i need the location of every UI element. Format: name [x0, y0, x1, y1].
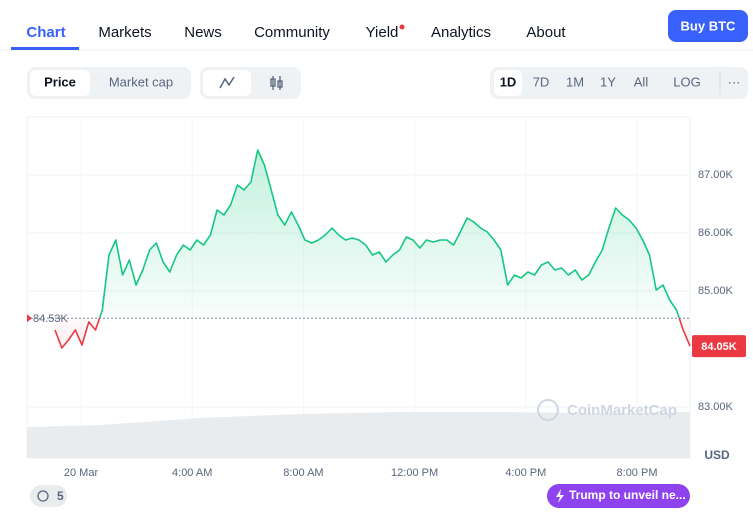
- current-price-box: [692, 335, 746, 358]
- log-button[interactable]: LOG: [673, 74, 700, 89]
- news-text: Trump to unveil ne...: [569, 488, 686, 502]
- tabs: Chart Markets News Community Yield Analytics A…: [11, 24, 566, 50]
- x-tick-label: 12:00 PM: [391, 467, 438, 479]
- buy-button[interactable]: [668, 10, 748, 42]
- x-tick-label: 20 Mar: [64, 467, 99, 479]
- x-tick-label: 8:00 PM: [617, 467, 658, 479]
- y-tick-label: 83.00K: [698, 401, 734, 413]
- currency: USD: [704, 448, 730, 462]
- nav-tab[interactable]: About: [526, 24, 566, 41]
- notification-dot: [399, 24, 405, 30]
- nav-tab[interactable]: Chart: [26, 24, 65, 41]
- nav-tab[interactable]: Markets: [98, 24, 151, 41]
- current-price-label: 84.05K: [701, 341, 737, 353]
- line-icon: [219, 76, 235, 89]
- y-tick-label: 85.00K: [698, 285, 734, 297]
- baseline-marker: [27, 314, 32, 323]
- y-tick-label: 86.00K: [698, 227, 734, 239]
- ranges: 1D 7D 1M 1Y All LOG: [500, 74, 701, 89]
- mode-price[interactable]: Price: [44, 74, 76, 89]
- history-count: 5: [57, 489, 64, 503]
- grid: 83.00K 85.00K 86.00K 87.00K 20 Mar 4:00 AM 8:0…: [27, 117, 734, 479]
- range-button[interactable]: 1M: [566, 74, 584, 89]
- x-tick-label: 8:00 AM: [283, 467, 323, 479]
- price-line: [54, 149, 691, 349]
- range-button[interactable]: All: [634, 74, 649, 89]
- y-tick-label: 87.00K: [698, 169, 734, 181]
- watermark-logo: [537, 399, 559, 421]
- mode-active[interactable]: [30, 70, 90, 96]
- nav-tab[interactable]: Community: [254, 24, 330, 41]
- watermark: CoinMarketCap: [567, 402, 677, 419]
- range-switch: [490, 67, 748, 99]
- news-icon: [556, 489, 564, 503]
- price-area: [55, 150, 690, 348]
- nav-tab[interactable]: Yield: [366, 24, 399, 41]
- x-tick-label: 4:00 AM: [172, 467, 212, 479]
- history-icon: [37, 490, 49, 502]
- range-button[interactable]: 1D: [500, 74, 517, 89]
- nav-tab[interactable]: News: [184, 24, 222, 41]
- news-pill[interactable]: [547, 484, 690, 508]
- more-button[interactable]: ···: [728, 74, 741, 89]
- tab-underline: [11, 47, 79, 50]
- plot: 84.53K 84.05K: [27, 149, 746, 358]
- buy-button-label: Buy BTC: [681, 18, 737, 33]
- volume-area: [27, 412, 690, 458]
- range-button[interactable]: 7D: [533, 74, 550, 89]
- baseline-label: 84.53K: [33, 313, 69, 325]
- x-tick-label: 4:00 PM: [505, 467, 546, 479]
- range-active[interactable]: [494, 70, 522, 96]
- mode-marketcap[interactable]: Market cap: [109, 74, 173, 89]
- range-button[interactable]: 1Y: [600, 74, 616, 89]
- nav-tab[interactable]: Analytics: [431, 24, 491, 41]
- candle-icon[interactable]: [270, 76, 283, 90]
